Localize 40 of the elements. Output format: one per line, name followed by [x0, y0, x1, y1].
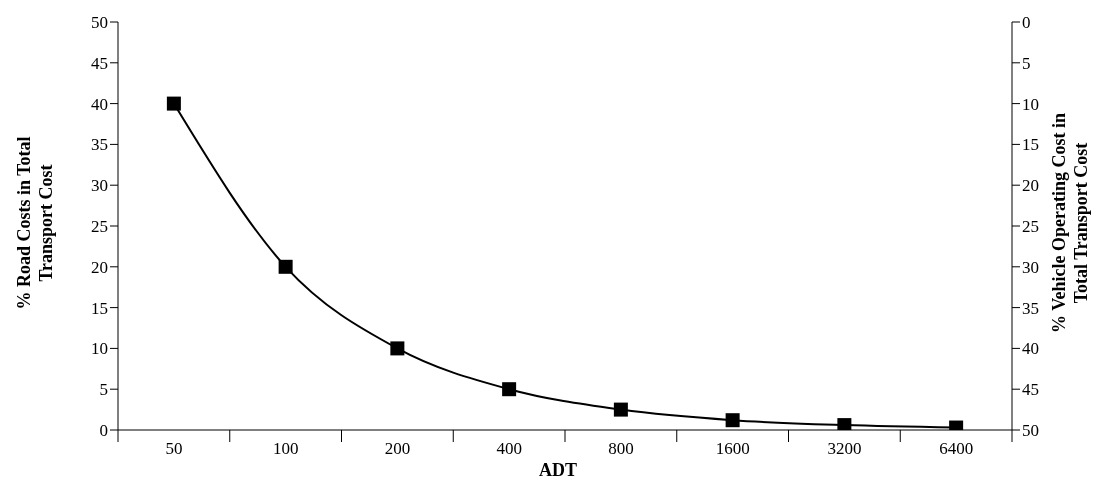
- x-tick-label: 50: [165, 439, 183, 458]
- point: [278, 259, 293, 274]
- point: [837, 418, 852, 430]
- point: [390, 341, 405, 356]
- y2-tick-label: 30: [1022, 257, 1039, 277]
- y-tick-label: 40: [91, 94, 108, 114]
- y-tick-label: 0: [99, 421, 108, 441]
- x-tick-label: 400: [496, 439, 522, 458]
- point: [613, 402, 628, 417]
- point: [725, 413, 740, 428]
- y2-axis-title: % Vehicle Operating Cost in Total Transport Cost: [1048, 112, 1092, 335]
- y-tick-label: 20: [91, 257, 108, 277]
- x-tick-label: 6400: [939, 439, 974, 458]
- y2-tick-label: 15: [1022, 135, 1039, 155]
- x-tick-label: 1600: [715, 439, 750, 458]
- x-tick-label: 800: [608, 439, 634, 458]
- y-tick-label: 35: [91, 135, 108, 155]
- y2-tick-label: 10: [1022, 94, 1039, 114]
- point: [502, 382, 517, 397]
- x-tick-label: 100: [272, 439, 299, 458]
- x-axis-title: ADT: [538, 460, 578, 481]
- y-tick-label: 30: [91, 176, 108, 196]
- y-axis-title: % Road Costs in Total Transport Cost: [13, 135, 57, 312]
- y2-tick-label: 35: [1022, 298, 1039, 318]
- y2-tick-label: 50: [1022, 421, 1039, 441]
- y2-tick-label: 20: [1022, 176, 1039, 196]
- y2-tick-label: 5: [1022, 53, 1031, 73]
- y-tick-label: 45: [91, 53, 108, 73]
- y-tick-label: 50: [91, 13, 108, 33]
- y2-tick-label: 25: [1022, 217, 1039, 237]
- x-tick-label: 3200: [827, 439, 862, 458]
- y-tick-label: 10: [91, 339, 108, 359]
- y2-tick-label: 0: [1022, 13, 1031, 33]
- y-tick-label: 25: [91, 217, 108, 237]
- x-tick-label: 200: [384, 439, 411, 458]
- y-tick-label: 5: [99, 380, 108, 400]
- y2-tick-label: 45: [1022, 380, 1039, 400]
- point: [166, 96, 181, 111]
- y2-tick-label: 40: [1022, 339, 1039, 359]
- y-tick-label: 15: [91, 298, 108, 318]
